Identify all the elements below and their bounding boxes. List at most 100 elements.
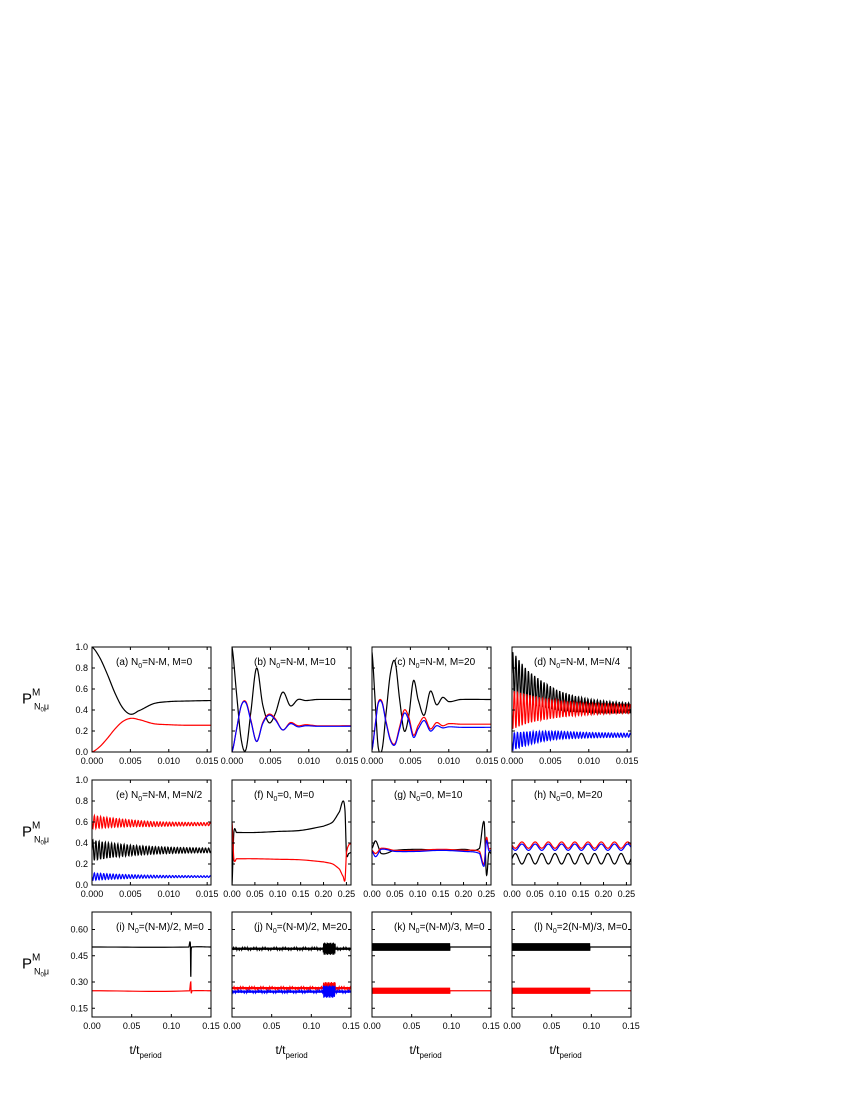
x-axis-label: t/tperiod <box>410 1043 442 1060</box>
y-tick-label: 0.45 <box>70 951 88 961</box>
panel-title-rest: =(N-M)/3, M=0 <box>420 922 485 933</box>
x-tick-label: 0.000 <box>361 756 384 766</box>
plot-area-c <box>372 652 491 752</box>
series-line-black <box>232 800 351 885</box>
panel-title-sub: 0 <box>416 796 420 803</box>
x-tick-label: 0.010 <box>578 756 601 766</box>
panel-title-rest: =0, M=0 <box>277 790 314 801</box>
x-axis-label: t/tperiod <box>276 1043 308 1060</box>
y-axis-label: PM <box>22 953 40 973</box>
x-tick-label: 0.25 <box>338 889 356 899</box>
panel-title-rest: =N-M, M=0 <box>142 657 192 668</box>
x-axis-label-main: t/t <box>550 1043 561 1057</box>
series-line-black <box>512 943 631 951</box>
plot-frame <box>231 779 352 886</box>
y-axis-label-subscript: N0μ <box>34 967 49 979</box>
panel-title-main: (c) N <box>394 657 416 668</box>
x-tick-label: 0.05 <box>386 889 404 899</box>
panel-title: (l) N0=2(N-M)/3, M=0 <box>534 922 628 935</box>
series-line-black <box>92 940 211 977</box>
series-line-blue <box>372 699 491 751</box>
y-axis-label-sub-n: N <box>34 702 41 712</box>
x-tick-label: 0.010 <box>438 756 461 766</box>
x-tick-label: 0.05 <box>543 1021 561 1031</box>
panel-title: (d) N0=N-M, M=N/4 <box>534 657 621 670</box>
panel-l: 0.00 0.05 0.10 0.15 (l) N0=2(N-M)/3, M=0 t/tp… <box>503 911 640 1060</box>
x-axis-label: t/tperiod <box>130 1043 162 1060</box>
x-axis-label-sub: period <box>560 1051 582 1060</box>
series-line-blue <box>512 729 631 752</box>
panel-title-sub: 0 <box>556 663 560 670</box>
series-line-red <box>512 841 631 849</box>
plot-area-e <box>92 813 211 882</box>
series-line-blue <box>232 985 351 998</box>
series-line-black <box>92 838 211 861</box>
panel-title-rest: =N-M, M=10 <box>280 657 336 668</box>
y-axis-label-sub-n: N <box>34 835 41 845</box>
x-tick-label: 0.20 <box>455 889 473 899</box>
panel-title-sub: 0 <box>276 663 280 670</box>
panel-f: 0.00 0.05 0.10 0.15 0.20 0.25 (f) N0=0, M=0 <box>223 779 356 899</box>
panel-title: (j) N0=(N-M)/2, M=20 <box>254 922 348 935</box>
y-axis-label-sub-0: 0 <box>41 708 45 714</box>
panel-title: (g) N0=0, M=10 <box>394 790 463 803</box>
panel-title-main: (d) N <box>534 657 556 668</box>
y-tick-label: 0.2 <box>75 726 88 736</box>
x-tick-label: 0.25 <box>618 889 636 899</box>
y-tick-label: 0.60 <box>70 925 88 935</box>
plot-area-l <box>512 943 631 994</box>
x-tick-label: 0.00 <box>363 1021 381 1031</box>
x-tick-label: 0.005 <box>399 756 422 766</box>
plot-area-i <box>92 940 211 994</box>
panel-title-rest: =N-M, M=N/2 <box>142 790 202 801</box>
y-axis-label-main: P <box>22 824 32 841</box>
y-axis-label-main: P <box>22 956 32 973</box>
panel-title-rest: =0, M=10 <box>420 790 463 801</box>
panel-k: 0.00 0.05 0.10 0.15 (k) N0=(N-M)/3, M=0 t/tpe… <box>363 911 500 1060</box>
panel-title-main: (g) N <box>394 790 416 801</box>
x-axis-label-main: t/t <box>130 1043 141 1057</box>
x-tick-label: 0.000 <box>81 756 104 766</box>
x-tick-label: 0.00 <box>83 1021 101 1031</box>
x-tick-label: 0.05 <box>123 1021 141 1031</box>
panel-title-rest: =N-M, M=N/4 <box>560 657 620 668</box>
panel-title-main: (a) N <box>116 657 138 668</box>
x-tick-label: 0.15 <box>292 889 310 899</box>
x-tick-label: 0.010 <box>158 889 181 899</box>
series-line-red <box>92 980 211 994</box>
series-line-red <box>92 813 211 831</box>
x-tick-label: 0.20 <box>595 889 613 899</box>
plot-frame <box>231 646 352 753</box>
x-tick-label: 0.10 <box>549 889 567 899</box>
series-line-blue <box>512 843 631 851</box>
x-tick-label: 0.05 <box>263 1021 281 1031</box>
plot-frame <box>511 646 632 753</box>
series-line-blue <box>372 839 491 868</box>
x-tick-label: 0.15 <box>622 1021 640 1031</box>
panel-title: (f) N0=0, M=0 <box>254 790 314 803</box>
y-tick-label: 0.0 <box>75 880 88 890</box>
panel-title-rest: =N-M, M=20 <box>420 657 476 668</box>
panel-title-sub: 0 <box>273 796 277 803</box>
panel-title-sub: 0 <box>138 663 142 670</box>
series-line-black <box>372 820 491 877</box>
panel-i: 0.00 0.05 0.10 0.150.150.300.450.60 (i) N0=(… <box>22 911 220 1060</box>
series-line-black <box>232 647 351 752</box>
series-line-red <box>92 717 211 752</box>
y-tick-label: 0.8 <box>75 796 88 806</box>
x-tick-label: 0.10 <box>163 1021 181 1031</box>
panel-title: (k) N0=(N-M)/3, M=0 <box>394 922 485 935</box>
y-tick-label: 0.6 <box>75 817 88 827</box>
x-tick-label: 0.25 <box>478 889 496 899</box>
panel-title-sub: 0 <box>138 796 142 803</box>
x-tick-label: 0.000 <box>221 756 244 766</box>
plot-area-b <box>232 647 351 752</box>
series-line-red <box>372 698 491 751</box>
panel-title-main: (e) N <box>116 790 138 801</box>
plot-frame <box>91 911 212 1018</box>
x-axis-label-sub: period <box>286 1051 308 1060</box>
series-line-red <box>372 836 491 866</box>
panel-title-sub: 0 <box>135 928 139 935</box>
plot-frame <box>91 779 212 886</box>
panel-title-main: (h) N <box>534 790 556 801</box>
